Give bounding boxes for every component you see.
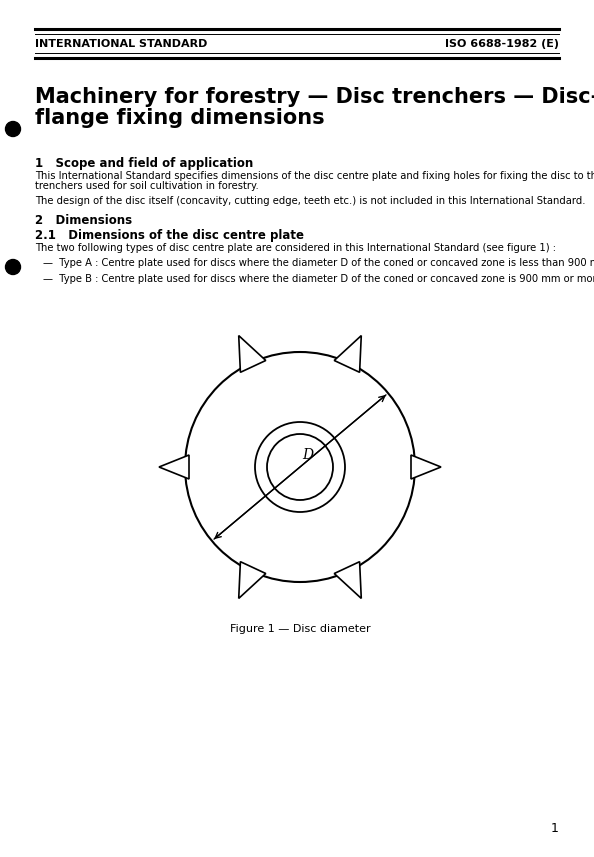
Polygon shape — [334, 336, 361, 372]
Text: ISO 6688-1982 (E): ISO 6688-1982 (E) — [445, 39, 559, 49]
Text: flange fixing dimensions: flange fixing dimensions — [35, 108, 325, 128]
Text: 1: 1 — [551, 822, 559, 835]
Text: trenchers used for soil cultivation in forestry.: trenchers used for soil cultivation in f… — [35, 181, 259, 191]
Text: Figure 1 — Disc diameter: Figure 1 — Disc diameter — [230, 624, 370, 634]
Circle shape — [185, 352, 415, 582]
Polygon shape — [334, 561, 361, 598]
Circle shape — [5, 122, 21, 136]
Text: 2.1   Dimensions of the disc centre plate: 2.1 Dimensions of the disc centre plate — [35, 229, 304, 242]
Text: D: D — [302, 448, 314, 462]
Circle shape — [5, 260, 21, 274]
Text: The design of the disc itself (concavity, cutting edge, teeth etc.) is not inclu: The design of the disc itself (concavity… — [35, 196, 586, 206]
Text: —  Type A : Centre plate used for discs where the diameter D of the coned or con: — Type A : Centre plate used for discs w… — [43, 258, 594, 268]
Polygon shape — [239, 561, 266, 598]
Text: This International Standard specifies dimensions of the disc centre plate and fi: This International Standard specifies di… — [35, 171, 594, 181]
Text: INTERNATIONAL STANDARD: INTERNATIONAL STANDARD — [35, 39, 207, 49]
Text: The two following types of disc centre plate are considered in this Internationa: The two following types of disc centre p… — [35, 243, 556, 253]
Text: 2   Dimensions: 2 Dimensions — [35, 214, 132, 227]
Text: —  Type B : Centre plate used for discs where the diameter D of the coned or con: — Type B : Centre plate used for discs w… — [43, 274, 594, 284]
Circle shape — [267, 434, 333, 500]
Polygon shape — [239, 336, 266, 372]
Polygon shape — [411, 455, 441, 479]
Text: 1   Scope and field of application: 1 Scope and field of application — [35, 157, 253, 170]
Polygon shape — [159, 455, 189, 479]
Circle shape — [255, 422, 345, 512]
Text: Machinery for forestry — Disc trenchers — Disc-to-hub: Machinery for forestry — Disc trenchers … — [35, 87, 594, 107]
